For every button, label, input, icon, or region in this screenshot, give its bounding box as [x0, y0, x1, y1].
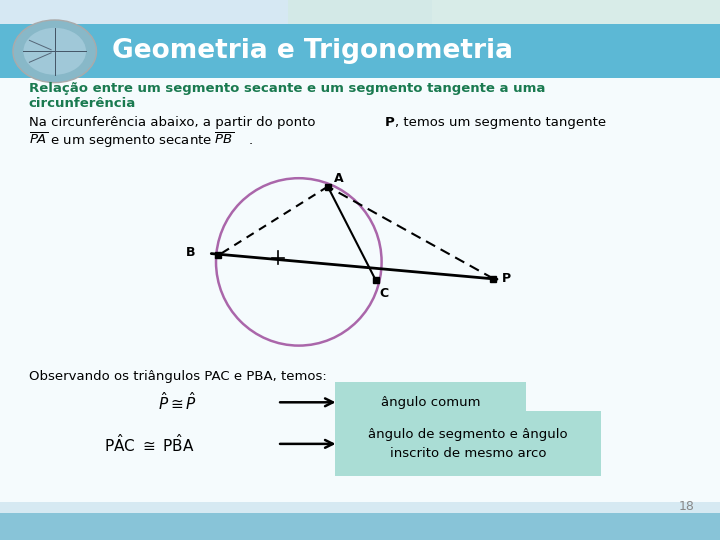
Text: Relação entre um segmento secante e um segmento tangente a uma: Relação entre um segmento secante e um s… [29, 82, 545, 95]
Bar [0, 0, 720, 76]
Text: ângulo comum: ângulo comum [381, 396, 480, 409]
Text: P$\hat{\mathrm{A}}$C $\cong$ P$\hat{\mathrm{B}}$A: P$\hat{\mathrm{A}}$C $\cong$ P$\hat{\mat… [104, 433, 195, 455]
Text: circunferência: circunferência [29, 97, 136, 110]
Text: $\hat{P} \cong \hat{P}$: $\hat{P} \cong \hat{P}$ [158, 392, 197, 413]
Text: A: A [333, 172, 343, 185]
Text: C: C [379, 287, 389, 300]
Text: P: P [385, 116, 395, 129]
Text: P: P [502, 272, 511, 285]
Text: Observando os triângulos PAC e PBA, temos:: Observando os triângulos PAC e PBA, temo… [29, 370, 327, 383]
Bar [288, 0, 720, 76]
Text: B: B [186, 246, 196, 259]
Bar [0, 24, 720, 78]
Bar [0, 0, 432, 76]
Bar [0, 40, 720, 502]
Text: Geometria e Trigonometria: Geometria e Trigonometria [112, 38, 513, 64]
Circle shape [13, 20, 96, 83]
FancyBboxPatch shape [335, 382, 526, 423]
Bar [0, 513, 720, 540]
Text: Na circunferência abaixo, a partir do ponto: Na circunferência abaixo, a partir do po… [29, 116, 320, 129]
Text: 18: 18 [679, 500, 695, 513]
Text: $\overline{PA}$ e um segmento secante $\overline{PB}$    .: $\overline{PA}$ e um segmento secante $\… [29, 131, 253, 150]
Text: , temos um segmento tangente: , temos um segmento tangente [395, 116, 606, 129]
Bar [0, 502, 720, 513]
Circle shape [23, 28, 86, 75]
Text: ângulo de segmento e ângulo
inscrito de mesmo arco: ângulo de segmento e ângulo inscrito de … [368, 428, 568, 460]
FancyBboxPatch shape [335, 411, 601, 476]
